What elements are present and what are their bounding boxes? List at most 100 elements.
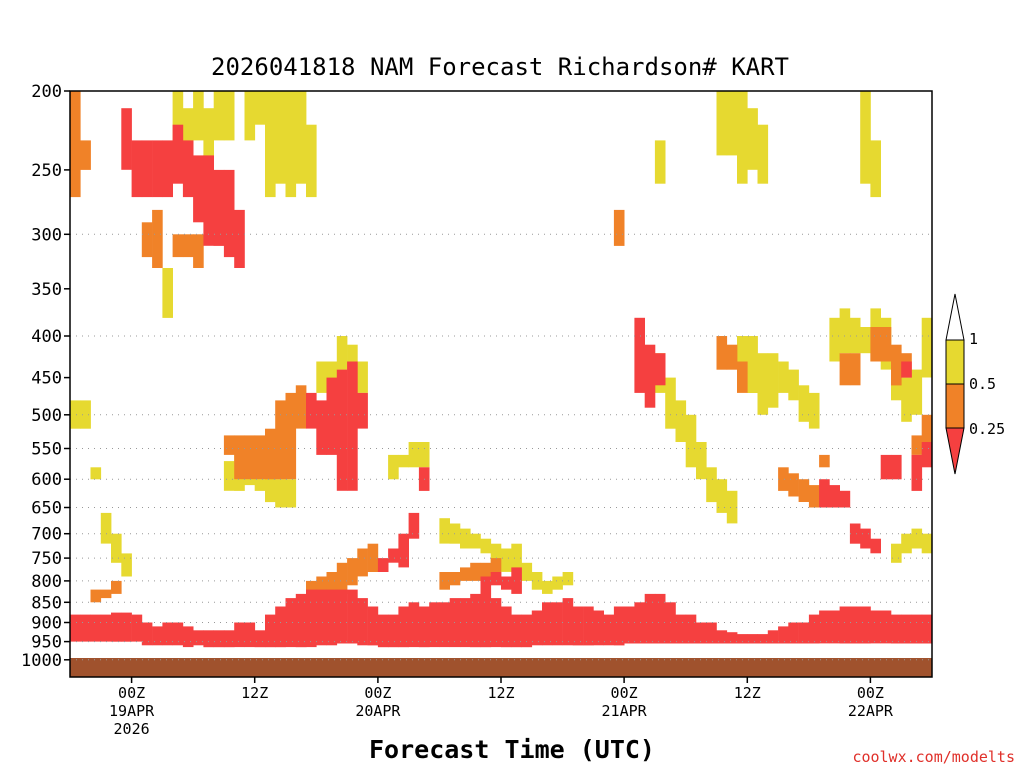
heatmap-cell — [254, 91, 266, 125]
heatmap-cell — [336, 589, 348, 644]
heatmap-cell — [901, 614, 912, 644]
heatmap-cell — [911, 369, 923, 415]
heatmap-cell — [347, 361, 358, 491]
heatmap-cell — [152, 140, 163, 198]
legend-swatch-0.5-1 — [945, 339, 965, 385]
heatmap-cell — [90, 614, 102, 642]
ground-layer — [70, 658, 932, 677]
heatmap-cell — [829, 610, 840, 644]
heatmap-cell — [326, 361, 338, 386]
heatmap-cell — [347, 558, 358, 586]
heatmap-cell — [665, 377, 676, 429]
heatmap-cell — [285, 598, 297, 648]
heatmap-cell — [470, 533, 481, 549]
heatmap-cell — [152, 626, 163, 646]
heatmap-cell — [737, 91, 748, 184]
heatmap-cell — [223, 461, 235, 491]
y-tick-label: 350 — [31, 280, 62, 300]
heatmap-cell — [90, 467, 102, 480]
heatmap-cell — [398, 454, 409, 468]
heatmap-cell — [306, 392, 317, 429]
x-tick-label: 19APR — [109, 702, 155, 720]
heatmap-cell — [141, 140, 153, 198]
heatmap-cell — [172, 124, 184, 184]
heatmap-cell — [193, 630, 204, 646]
heatmap-cell — [921, 533, 933, 554]
heatmap-cell — [203, 155, 214, 246]
heatmap-cell — [357, 392, 368, 429]
heatmap-cell — [634, 317, 645, 393]
heatmap-cell — [542, 602, 553, 646]
heatmap-cell — [285, 91, 297, 198]
x-axis-label: Forecast Time (UTC) — [369, 735, 655, 764]
heatmap-cell — [921, 442, 933, 468]
heatmap-cell — [131, 614, 143, 642]
y-tick-label: 250 — [31, 161, 62, 181]
heatmap-cell — [316, 400, 327, 455]
heatmap-cell — [819, 454, 830, 468]
heatmap-cell — [193, 91, 204, 141]
heatmap-cell — [870, 610, 881, 644]
heatmap-cell — [911, 435, 923, 455]
heatmap-cell — [285, 392, 297, 480]
heatmap-cell — [398, 533, 409, 568]
heatmap-cell — [839, 308, 851, 354]
heatmap-cell — [377, 614, 389, 648]
heatmap-cell — [552, 576, 563, 590]
heatmap-cell — [921, 614, 933, 644]
y-tick-label: 300 — [31, 225, 62, 245]
heatmap-cell — [336, 336, 348, 370]
heatmap-cell — [285, 479, 297, 508]
heatmap-cell — [808, 614, 820, 644]
heatmap-cell — [819, 479, 830, 508]
heatmap-cell — [121, 108, 132, 170]
heatmap-cell — [265, 428, 276, 480]
heatmap-cell — [70, 400, 81, 429]
heatmap-cell — [767, 353, 779, 408]
y-tick-label: 500 — [31, 406, 62, 426]
heatmap-cell — [767, 630, 779, 644]
heatmap-cell — [480, 562, 492, 586]
heatmap-cell — [634, 602, 645, 644]
heatmap-cell — [265, 467, 276, 503]
heatmap-cell — [870, 327, 881, 362]
heatmap-cell — [757, 124, 769, 184]
heatmap-cell — [706, 622, 717, 644]
heatmap-cell — [244, 435, 256, 480]
heatmap-cell — [265, 614, 276, 648]
heatmap-cell — [70, 614, 81, 642]
heatmap-cell — [172, 622, 184, 646]
heatmap-cell — [490, 572, 502, 586]
heatmap-cell — [542, 580, 553, 594]
x-tick-label: 12Z — [487, 684, 514, 702]
heatmap-cell — [80, 614, 91, 642]
heatmap-cell — [480, 593, 492, 648]
heatmap-cell — [757, 634, 769, 644]
heatmap-cell — [275, 400, 286, 480]
heatmap-cell — [234, 435, 245, 480]
y-tick-label: 450 — [31, 369, 62, 389]
heatmap-cell — [778, 467, 789, 491]
heatmap-cell — [326, 572, 338, 594]
heatmap-cell — [501, 606, 512, 648]
heatmap-cell — [357, 548, 368, 577]
y-tick-label: 600 — [31, 470, 62, 490]
heatmap-cell — [429, 602, 440, 648]
heatmap-cell — [162, 622, 173, 646]
heatmap-cell — [911, 614, 923, 644]
heatmap-cell — [757, 353, 769, 415]
heatmap-cell — [726, 632, 738, 644]
heatmap-cell — [275, 91, 286, 184]
heatmap-cell — [737, 361, 748, 393]
heatmap-cell — [111, 580, 122, 594]
heatmap-cell — [911, 454, 923, 491]
heatmap-cell — [80, 140, 91, 170]
y-tick-label: 1000 — [21, 651, 62, 671]
heatmap-cell — [808, 392, 820, 429]
heatmap-cell — [490, 543, 502, 563]
y-tick-label: 200 — [31, 82, 62, 102]
heatmap-cell — [193, 234, 204, 268]
heatmap-cell — [613, 209, 625, 246]
